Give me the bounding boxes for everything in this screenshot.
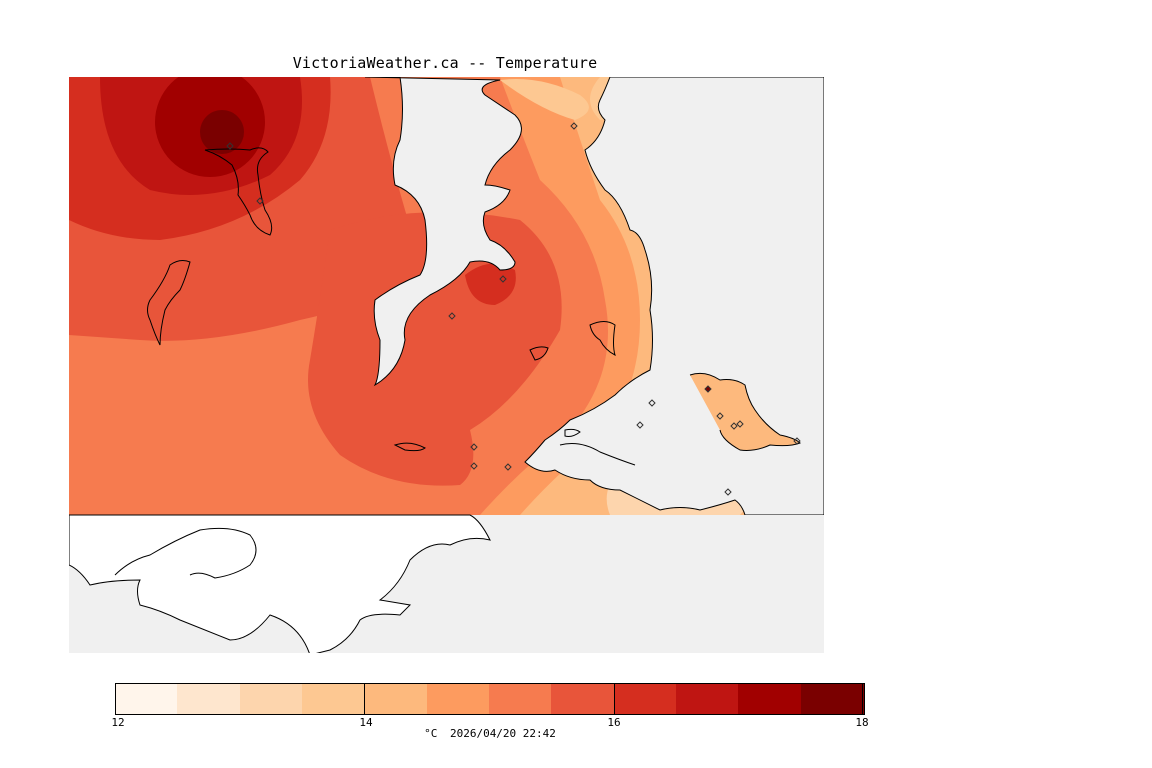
station-marker (716, 412, 724, 420)
colorbar-tick (364, 683, 366, 715)
station-marker (256, 197, 264, 205)
colorbar-frame (115, 683, 865, 715)
station-marker (730, 422, 738, 430)
station-marker (448, 312, 456, 320)
colorbar-tick-label: 12 (111, 716, 125, 729)
station-marker (470, 462, 478, 470)
unit-label: °C (424, 727, 438, 740)
water-areas (364, 77, 824, 515)
station-marker (499, 275, 507, 283)
station-marker (736, 420, 744, 428)
timestamp: 2026/04/20 22:42 (449, 727, 556, 740)
map-title: VictoriaWeather.ca -- Temperature (292, 54, 598, 72)
coastlines (147, 147, 636, 466)
colorbar-segment (426, 683, 490, 714)
colorbar-segment (177, 683, 241, 714)
colorbar-tick-label: 16 (607, 716, 621, 729)
colorbar-tick-label: 14 (359, 716, 373, 729)
station-marker (648, 399, 656, 407)
colorbar-segment (800, 683, 864, 714)
colorbar-segment (613, 683, 677, 714)
station-marker (636, 421, 644, 429)
colorbar-tick-label: 18 (855, 716, 869, 729)
colorbar-segment (239, 683, 303, 714)
colorbar-caption: °C 2026/04/20 22:42 (380, 727, 600, 740)
station-marker (570, 122, 578, 130)
weather-stations[interactable] (226, 122, 801, 496)
station-marker (793, 437, 801, 445)
colorbar-segment (676, 683, 740, 714)
colorbar-tick (862, 683, 863, 715)
colorbar-segment (738, 683, 802, 714)
colorbar-segment (551, 683, 615, 714)
station-marker (226, 142, 234, 150)
colorbar-segment (302, 683, 366, 714)
temperature-map[interactable] (0, 0, 1152, 680)
colorbar-segment (489, 683, 553, 714)
temperature-colorbar (115, 683, 865, 715)
colorbar-tick (613, 683, 615, 715)
station-marker (470, 443, 478, 451)
station-marker (504, 463, 512, 471)
station-marker (724, 488, 732, 496)
station-marker (704, 385, 712, 393)
colorbar-tick (115, 683, 116, 715)
colorbar-segment (115, 683, 179, 714)
colorbar-segment (364, 683, 428, 714)
land-outside-domain (69, 514, 491, 653)
